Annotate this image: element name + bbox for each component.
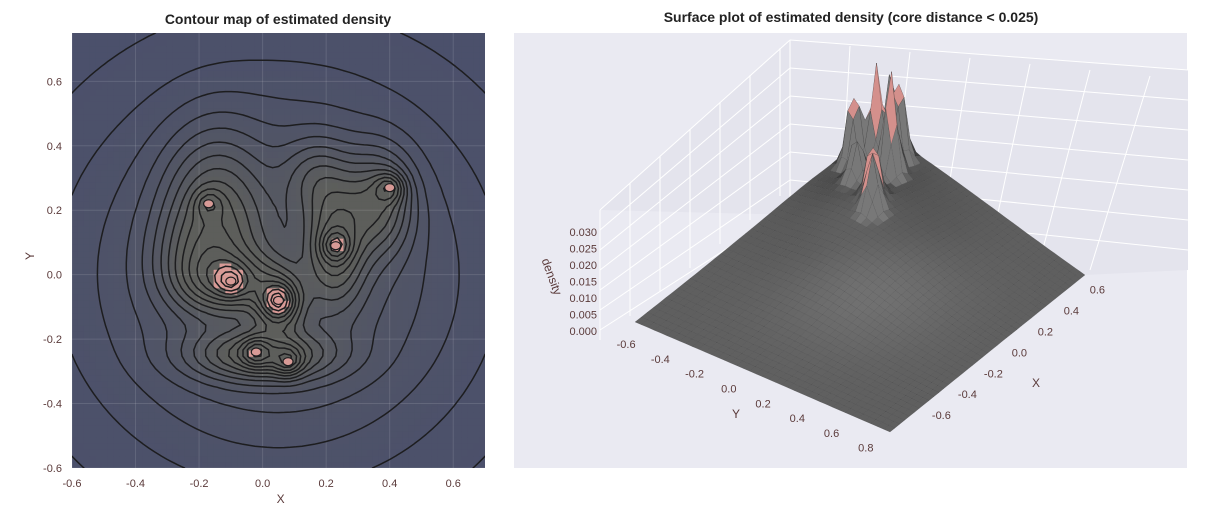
density-peak-2 [225, 276, 237, 286]
contour-lines [72, 33, 485, 468]
pane-grid [599, 39, 1189, 340]
z-tick-label: 0.025 [569, 244, 597, 256]
y-tick-label: 0.4 [790, 413, 805, 425]
density-surface [634, 63, 1086, 433]
y-tick-label: 0.6 [47, 76, 62, 88]
x-tick-label: 0.6 [1090, 285, 1105, 297]
contour-level-3 [96, 90, 460, 449]
z-tick-label: 0.015 [569, 277, 597, 289]
density-peak-6 [330, 241, 342, 251]
density-peak-4 [250, 347, 262, 357]
contour-level-5 [141, 127, 420, 395]
y-axis-label: Y [23, 252, 37, 260]
x-tick-label: -0.4 [958, 389, 977, 401]
x-tick-label: 0.4 [382, 478, 397, 490]
density-peak-3 [272, 295, 285, 306]
contour-chart: -0.6 -0.4 -0.2 0.0 0.2 0.4 0.6 -0.6 -0.4 -0.2 0.0 0… [23, 33, 485, 506]
contour-chart-title: Contour map of estimated density [164, 11, 392, 27]
contour-level-6 [151, 141, 413, 388]
z-tick-label: 0.010 [569, 293, 597, 305]
contour-level-10 [181, 176, 400, 374]
x-tick-label: 0.4 [1064, 305, 1079, 317]
x-tick-label: 0.2 [319, 478, 334, 490]
surface-chart-title: Surface plot of estimated density (core … [663, 9, 1039, 25]
y-tick-label: 0.6 [824, 428, 839, 440]
y-tick-label: 0.2 [47, 205, 62, 217]
contour-level-2 [72, 59, 485, 468]
y-tick-label: 0.4 [47, 141, 62, 153]
y-tick-label: -0.2 [685, 369, 704, 381]
y-tick-label: -0.4 [43, 399, 62, 411]
contour-level-4 [125, 111, 430, 414]
contour-level-7 [160, 154, 409, 383]
contour-level-12 [196, 186, 392, 369]
contour-level-1 [72, 33, 485, 468]
y-tick-label: -0.2 [43, 334, 62, 346]
density-peak-1 [203, 199, 215, 209]
density-peak-7 [384, 183, 396, 193]
contour-level-11 [188, 180, 396, 372]
y-tick-label: -0.6 [43, 463, 62, 475]
grid [71, 33, 485, 469]
density-peak-5 [282, 357, 294, 367]
y-tick-label: 0.0 [721, 384, 736, 396]
y-tick-label: -0.6 [617, 339, 636, 351]
contour-level-9 [174, 172, 402, 377]
x-tick-label: -0.4 [126, 478, 145, 490]
x-axis-label: X [1032, 376, 1040, 390]
x-tick-label: 0.2 [1038, 326, 1053, 338]
x-tick-label: 0.0 [1012, 347, 1027, 359]
x-tick-label: 0.6 [446, 478, 461, 490]
z-tick-label: 0.030 [569, 227, 597, 239]
y-tick-label: 0.8 [858, 443, 873, 455]
y-tick-label: 0.0 [47, 270, 62, 282]
x-tick-label: -0.2 [984, 368, 1003, 380]
density-fill [72, 33, 485, 468]
y-tick-label: -0.4 [651, 354, 670, 366]
z-tick-label: 0.000 [569, 326, 597, 338]
x-tick-label: -0.6 [932, 410, 951, 422]
y-tick-label: 0.2 [755, 398, 770, 410]
x-axis-label: X [277, 492, 285, 506]
contour-level-8 [167, 165, 405, 380]
surface-chart: 0.60.40.20.0-0.2-0.4-0.6-0.6-0.4-0.20.00… [514, 33, 1189, 468]
x-tick-label: -0.6 [63, 478, 82, 490]
z-tick-label: 0.020 [569, 260, 597, 272]
x-tick-label: 0.0 [255, 478, 270, 490]
x-tick-label: -0.2 [190, 478, 209, 490]
z-tick-label: 0.005 [569, 310, 597, 322]
y-axis-label: Y [732, 407, 740, 421]
